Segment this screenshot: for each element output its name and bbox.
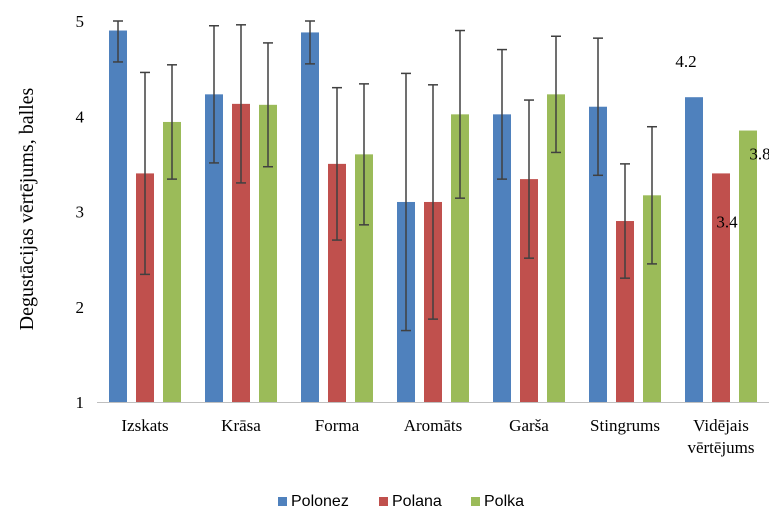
legend-swatch-polka <box>471 497 480 506</box>
bar-polonez-1 <box>205 94 223 402</box>
bar-polka-2 <box>355 154 373 402</box>
y-tick-label: 3 <box>76 203 85 222</box>
legend-label-polka: Polka <box>484 493 524 510</box>
bar-polana-0 <box>136 173 154 402</box>
data-label-polonez: 4.2 <box>675 52 696 71</box>
x-tick-label: Aromāts <box>404 416 463 435</box>
legend-swatch-polana <box>379 497 388 506</box>
data-label-polka: 3.8 <box>749 145 769 164</box>
y-tick-label: 4 <box>76 107 85 126</box>
x-tick-label: Forma <box>315 416 360 435</box>
bar-polka-6 <box>739 130 757 402</box>
bar-polonez-4 <box>493 114 511 402</box>
bar-polana-6 <box>712 173 730 402</box>
bar-polonez-6 <box>685 97 703 402</box>
bar-polana-4 <box>520 179 538 402</box>
bar-polonez-5 <box>589 106 607 402</box>
legend-label-polonez: Polonez <box>291 493 349 510</box>
bar-polka-4 <box>547 94 565 402</box>
x-tick-label: vērtējums <box>687 438 754 457</box>
bar-polonez-0 <box>109 30 127 403</box>
error-bars <box>113 20 657 332</box>
y-axis-label: Degustācijas vērtējums, balles <box>16 87 38 330</box>
bar-polka-1 <box>259 104 277 402</box>
x-tick-label: Garša <box>509 416 549 435</box>
bar-polana-5 <box>616 221 634 402</box>
x-tick-label: Krāsa <box>221 416 261 435</box>
bar-polana-2 <box>328 163 346 402</box>
bar-polka-5 <box>643 195 661 402</box>
data-label-polana: 3.4 <box>716 212 738 231</box>
legend-label-polana: Polana <box>392 493 442 510</box>
x-tick-label: Izskats <box>121 416 168 435</box>
bar-polka-3 <box>451 114 469 402</box>
legend: Polonez Polana Polka <box>278 493 524 510</box>
legend-swatch-polonez <box>278 497 287 506</box>
x-tick-label: Vidējais <box>693 416 749 435</box>
y-tick-label: 1 <box>76 393 85 412</box>
x-axis-labels: Izskats Krāsa Forma Aromāts Garša Stingrums Vi… <box>121 416 754 457</box>
y-tick-label: 5 <box>76 12 85 31</box>
y-tick-label: 2 <box>76 298 85 317</box>
y-axis: 1 2 3 4 5 <box>76 12 85 412</box>
bar-polka-0 <box>163 121 181 402</box>
bar-polana-1 <box>232 103 250 403</box>
x-tick-label: Stingrums <box>590 416 660 435</box>
bar-polonez-2 <box>301 32 319 403</box>
data-labels: 4.2 3.4 3.8 <box>675 52 769 231</box>
